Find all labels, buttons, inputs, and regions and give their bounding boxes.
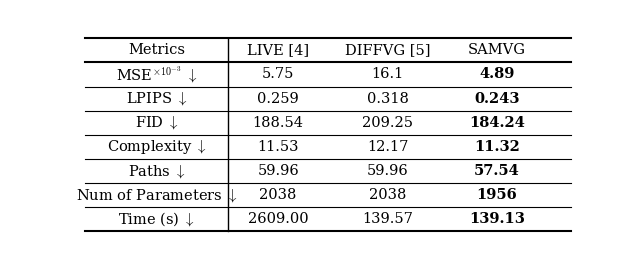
Text: FID $\downarrow$: FID $\downarrow$ <box>134 114 179 131</box>
Text: LIVE [4]: LIVE [4] <box>247 43 309 57</box>
Text: Metrics: Metrics <box>128 43 185 57</box>
Text: 16.1: 16.1 <box>371 68 404 81</box>
Text: 2038: 2038 <box>369 188 406 202</box>
Text: Paths $\downarrow$: Paths $\downarrow$ <box>128 163 186 180</box>
Text: 2609.00: 2609.00 <box>248 212 308 226</box>
Text: 209.25: 209.25 <box>362 116 413 130</box>
Text: 139.13: 139.13 <box>469 212 525 226</box>
Text: 1956: 1956 <box>477 188 517 202</box>
Text: MSE$^{\times10^{-3}}$ $\downarrow$: MSE$^{\times10^{-3}}$ $\downarrow$ <box>116 64 198 85</box>
Text: 0.318: 0.318 <box>367 92 408 106</box>
Text: 0.243: 0.243 <box>474 92 520 106</box>
Text: DIFFVG [5]: DIFFVG [5] <box>345 43 430 57</box>
Text: 0.259: 0.259 <box>257 92 299 106</box>
Text: 139.57: 139.57 <box>362 212 413 226</box>
Text: 59.96: 59.96 <box>257 164 299 178</box>
Text: 59.96: 59.96 <box>367 164 408 178</box>
Text: 5.75: 5.75 <box>262 68 294 81</box>
Text: 11.32: 11.32 <box>474 140 520 154</box>
Text: 184.24: 184.24 <box>469 116 525 130</box>
Text: 57.54: 57.54 <box>474 164 520 178</box>
Text: SAMVG: SAMVG <box>468 43 526 57</box>
Text: 12.17: 12.17 <box>367 140 408 154</box>
Text: Num of Parameters $\downarrow$: Num of Parameters $\downarrow$ <box>76 187 237 204</box>
Text: 4.89: 4.89 <box>479 68 515 81</box>
Text: 11.53: 11.53 <box>257 140 299 154</box>
Text: Time (s) $\downarrow$: Time (s) $\downarrow$ <box>118 210 195 228</box>
Text: LPIPS $\downarrow$: LPIPS $\downarrow$ <box>126 90 188 107</box>
Text: 188.54: 188.54 <box>253 116 303 130</box>
Text: 2038: 2038 <box>259 188 297 202</box>
Text: Complexity $\downarrow$: Complexity $\downarrow$ <box>107 138 207 156</box>
